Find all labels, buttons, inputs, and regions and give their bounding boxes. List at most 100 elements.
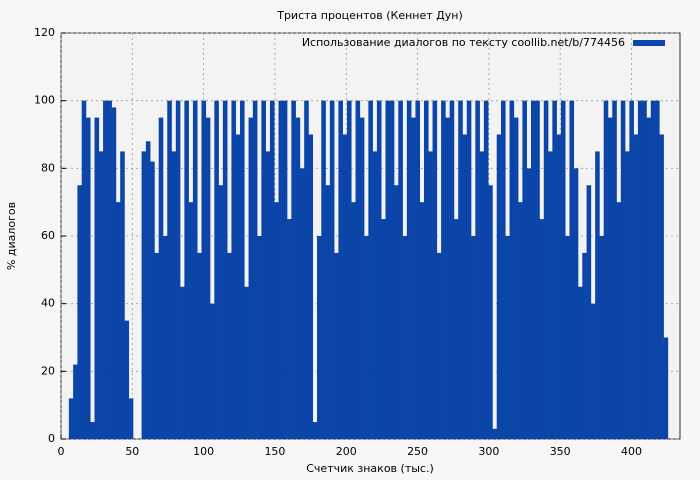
bar	[257, 236, 262, 439]
bar	[231, 100, 237, 440]
bar	[411, 117, 416, 439]
y-tick-label: 120	[34, 26, 55, 39]
bar	[94, 117, 100, 439]
bar	[415, 100, 421, 440]
x-tick-label: 350	[550, 445, 571, 458]
bar	[265, 151, 271, 439]
bar	[471, 236, 476, 439]
bar	[291, 100, 296, 440]
x-tick-label: 150	[264, 445, 285, 458]
bar	[445, 117, 450, 439]
bar	[68, 398, 74, 439]
bar	[513, 117, 519, 439]
bar	[441, 100, 446, 440]
bar	[180, 286, 185, 439]
x-tick-label: 0	[58, 445, 65, 458]
bar	[466, 100, 472, 440]
bar	[355, 100, 361, 440]
bar	[650, 100, 656, 440]
bar	[124, 320, 130, 439]
bar	[646, 117, 652, 439]
bar	[655, 100, 660, 440]
x-tick-label: 300	[478, 445, 499, 458]
bar	[402, 236, 408, 439]
y-tick-label: 40	[41, 297, 55, 310]
bar	[334, 252, 339, 439]
bar	[539, 219, 545, 439]
bar	[342, 134, 348, 439]
bar	[479, 151, 485, 439]
bar	[530, 100, 536, 440]
bar	[107, 100, 112, 440]
bar	[278, 100, 284, 440]
x-tick-label: 50	[125, 445, 139, 458]
bar	[287, 219, 292, 439]
y-tick-label: 100	[34, 94, 55, 107]
bar	[526, 168, 532, 440]
chart-title: Триста процентов (Кеннет Дун)	[276, 9, 463, 22]
bar	[364, 236, 369, 439]
bar	[603, 100, 609, 440]
bar	[423, 100, 429, 440]
bar	[154, 252, 159, 439]
bar	[162, 236, 168, 439]
bar	[398, 100, 403, 440]
bar	[218, 185, 224, 439]
y-axis-label: % диалогов	[5, 202, 18, 270]
bar	[582, 252, 587, 439]
bar	[115, 202, 121, 439]
bar	[188, 202, 194, 439]
bar	[85, 117, 91, 439]
bar	[248, 117, 254, 439]
bar	[629, 100, 634, 440]
bar	[586, 185, 592, 439]
bar	[299, 168, 305, 440]
y-tick-label: 20	[41, 364, 55, 377]
bar	[98, 151, 104, 439]
bar	[184, 100, 189, 440]
bar	[128, 398, 134, 439]
bar	[269, 100, 275, 440]
legend-label: Использование диалогов по тексту coollib…	[302, 36, 625, 49]
bar	[616, 202, 622, 439]
bar	[475, 100, 480, 440]
bar	[428, 151, 433, 439]
bar	[192, 100, 198, 440]
bar	[295, 117, 301, 439]
bar	[227, 252, 232, 439]
bar	[663, 337, 669, 439]
bar	[599, 236, 604, 439]
bar	[620, 100, 626, 440]
bar	[214, 100, 219, 440]
bar	[312, 422, 318, 439]
bar	[394, 185, 399, 439]
bar	[81, 100, 87, 440]
bar	[235, 134, 241, 439]
bar	[501, 100, 506, 440]
bar	[535, 100, 540, 440]
bar	[222, 100, 228, 440]
y-tick-label: 80	[41, 161, 55, 174]
bar	[338, 100, 343, 440]
bar	[492, 428, 498, 439]
bar	[483, 100, 489, 440]
bar	[406, 100, 412, 440]
bar	[252, 100, 258, 440]
bar	[488, 185, 493, 439]
bar	[317, 236, 322, 439]
bar	[239, 100, 245, 440]
bar	[274, 202, 279, 439]
x-tick-label: 100	[193, 445, 214, 458]
bar	[637, 100, 643, 440]
y-tick-label: 60	[41, 229, 55, 242]
bar	[103, 100, 108, 440]
bar	[595, 151, 600, 439]
bar	[436, 252, 442, 439]
bar	[111, 107, 117, 439]
bar	[607, 117, 613, 439]
bar	[573, 168, 579, 440]
bar	[90, 422, 95, 439]
bar	[351, 202, 356, 439]
bar	[612, 100, 617, 440]
bar	[432, 100, 438, 440]
